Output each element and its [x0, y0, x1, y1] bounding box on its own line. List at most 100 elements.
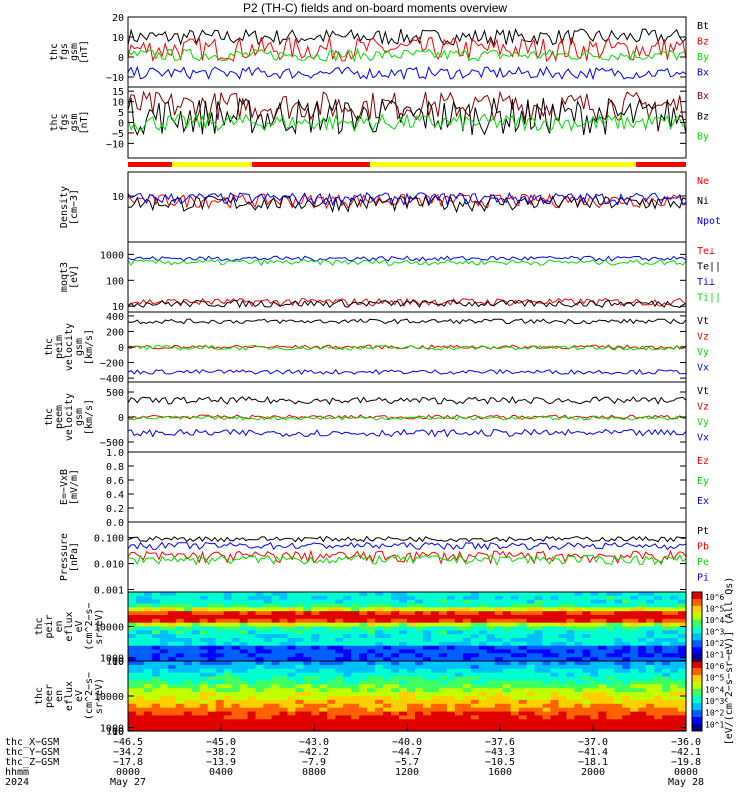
spectrogram-cell — [462, 668, 472, 674]
spectrogram-cell — [510, 622, 520, 628]
spectrogram-cell — [183, 599, 193, 605]
spectrogram-cell — [183, 649, 193, 654]
spectrogram-cell — [359, 603, 368, 608]
spectrogram-cell — [143, 692, 153, 697]
spectrogram-cell — [486, 592, 496, 597]
spectrogram-cell — [247, 649, 257, 654]
spectrogram-cell — [638, 692, 647, 697]
spectrogram-cell — [518, 657, 528, 662]
colorbar-cell — [692, 640, 702, 648]
spectrogram-cell — [598, 626, 607, 631]
spectrogram-cell — [175, 657, 185, 662]
spectrogram-cell — [391, 672, 400, 678]
spectrogram-cell — [327, 661, 336, 666]
spectrogram-cell — [143, 684, 153, 689]
spectrogram-cell — [311, 592, 320, 597]
spectrogram-cell — [422, 618, 432, 624]
spectrogram-cell — [415, 603, 424, 608]
spectrogram-cell — [550, 711, 560, 717]
spectrogram-cell — [279, 653, 289, 658]
spectrogram-cell — [622, 696, 631, 701]
spectrogram-cell — [167, 657, 177, 662]
spectrogram-cell — [335, 638, 344, 643]
spectrogram-cell — [646, 599, 655, 605]
spectrogram-cell — [239, 719, 249, 724]
spectrogram-cell — [646, 638, 655, 643]
spectrogram-cell — [534, 664, 544, 670]
series-line-Vy — [127, 344, 687, 351]
spectrogram-cell — [231, 723, 241, 728]
spectrogram-cell — [399, 638, 408, 643]
spectrogram-cell — [303, 603, 312, 608]
spectrogram-cell — [510, 653, 520, 658]
spectrogram-cell — [430, 672, 440, 678]
spectrogram-cell — [255, 599, 265, 605]
colorbar-tick-label: 10^3 — [705, 697, 724, 706]
spectrogram-cell — [351, 707, 360, 713]
spectrogram-cell — [430, 618, 440, 624]
spectrogram-cell — [534, 645, 544, 651]
spectrogram-cell — [175, 692, 185, 697]
spectrogram-cell — [263, 622, 273, 628]
spectrogram-cell — [534, 615, 544, 620]
spectrogram-cell — [598, 692, 607, 697]
spectrogram-cell — [303, 607, 312, 612]
spectrogram-cell — [367, 599, 376, 605]
spectrogram-cell — [391, 715, 400, 720]
spectrogram-cell — [215, 626, 225, 631]
spectrogram-cell — [446, 723, 456, 728]
spectrogram-cell — [550, 723, 560, 728]
colorbar-cell — [692, 633, 702, 641]
spectrogram-cell — [215, 707, 225, 713]
spectrogram-cell — [183, 672, 193, 678]
spectrogram-cell — [446, 680, 456, 685]
spectrogram-cell — [422, 626, 432, 631]
spectrogram-cell — [136, 645, 145, 651]
spectrogram-cell — [327, 676, 336, 682]
spectrogram-cell — [367, 699, 376, 705]
footer-row-label: thc_Z−GSM — [5, 757, 59, 768]
spectrogram-cell — [558, 719, 568, 724]
spectrogram-cell — [550, 611, 560, 616]
spectrogram-cell — [415, 618, 424, 624]
spectrogram-cell — [151, 634, 161, 639]
spectrogram-cell — [343, 645, 352, 651]
spectrogram-cell — [494, 615, 504, 620]
spectrogram-cell — [247, 599, 257, 605]
spectrogram-cell — [646, 707, 655, 713]
spectrogram-cell — [128, 657, 137, 662]
spectrogram-cell — [199, 607, 209, 612]
spectrogram-cell — [422, 615, 432, 620]
spectrogram-cell — [670, 668, 679, 674]
spectrogram-cell — [335, 661, 344, 666]
mode-bar-segment — [370, 162, 636, 167]
spectrogram-cell — [534, 653, 544, 658]
spectrogram-cell — [630, 707, 639, 713]
spectrogram-cell — [574, 599, 583, 605]
spectrogram-cell — [470, 645, 480, 651]
spectrogram-cell — [630, 653, 639, 658]
spectrogram-cell — [183, 657, 193, 662]
spectrogram-cell — [351, 723, 360, 728]
spectrogram-cell — [319, 684, 328, 689]
spectrogram-cell — [446, 595, 456, 601]
spectrogram-cell — [518, 715, 528, 720]
spectrogram-cell — [502, 649, 512, 654]
spectrogram-cell — [263, 676, 273, 682]
spectrogram-cell — [399, 711, 408, 717]
spectrogram-cell — [422, 641, 432, 647]
spectrogram-cell — [407, 638, 416, 643]
y-tick-label: 0 — [118, 53, 124, 64]
spectrogram-cell — [327, 649, 336, 654]
spectrogram-cell — [263, 696, 273, 701]
spectrogram-cell — [319, 607, 328, 612]
spectrogram-cell — [518, 723, 528, 728]
y-tick-label: 1.0 — [106, 448, 124, 459]
spectrogram-cell — [391, 661, 400, 666]
spectrogram-cell — [590, 634, 599, 639]
spectrogram-cell — [486, 622, 496, 628]
colorbar-cell — [692, 592, 702, 600]
spectrogram-cell — [590, 680, 599, 685]
spectrogram-cell — [136, 727, 145, 732]
spectrogram-cell — [183, 715, 193, 720]
